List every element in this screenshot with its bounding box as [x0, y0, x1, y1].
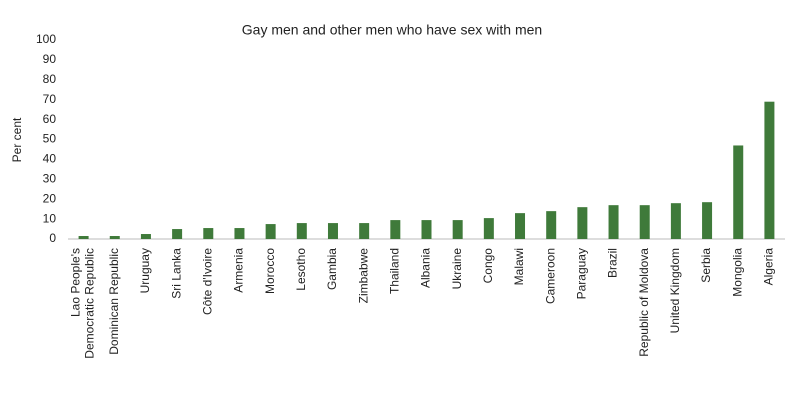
x-tick-label: Albania [419, 248, 433, 288]
bar [483, 218, 494, 239]
x-tick-label: Armenia [232, 248, 246, 293]
x-tick-label: Mongolia [730, 248, 744, 297]
y-tick-label: 70 [43, 92, 57, 106]
bar [733, 145, 744, 239]
bar [764, 101, 775, 239]
x-tick-label: Cameroon [543, 248, 557, 304]
x-tick-label: Republic of Moldova [637, 248, 651, 357]
bar [359, 223, 370, 239]
bar [515, 213, 526, 239]
y-tick-label: 90 [43, 52, 57, 66]
x-tick-label: Serbia [699, 248, 713, 283]
x-tick-label: Ukraine [450, 248, 464, 290]
x-tick-label: Sri Lanka [169, 248, 183, 299]
bar [390, 220, 401, 239]
bar [639, 205, 650, 239]
y-tick-label: 60 [43, 112, 57, 126]
x-tick-label: Côte d'Ivoire [200, 248, 214, 315]
bar [296, 223, 307, 239]
x-tick-label: Zimbabwe [356, 248, 370, 304]
bar [421, 220, 432, 239]
bar [327, 223, 338, 239]
x-tick-label: Morocco [263, 248, 277, 294]
bar [78, 236, 89, 239]
bar [172, 229, 183, 239]
bar [452, 220, 463, 239]
y-tick-label: 20 [43, 191, 57, 205]
chart-title: Gay men and other men who have sex with … [242, 22, 542, 38]
x-tick-label: Uruguay [138, 248, 152, 293]
y-tick-label: 50 [43, 132, 57, 146]
bar [265, 224, 276, 239]
bar [140, 234, 151, 239]
y-tick-label: 100 [36, 32, 56, 46]
x-tick-label: Malawi [512, 248, 526, 285]
bar [670, 203, 681, 239]
x-tick-label: Dominican Republic [107, 248, 121, 355]
bar [702, 202, 713, 239]
x-tick-label: Lao People'sDemocratic Republic [69, 248, 97, 359]
x-tick-label: Gambia [325, 248, 339, 290]
x-tick-label: Congo [481, 248, 495, 284]
bar [577, 207, 588, 239]
x-tick-label: Brazil [606, 248, 620, 278]
y-tick-label: 40 [43, 152, 57, 166]
y-tick-label: 80 [43, 72, 57, 86]
x-tick-label: Thailand [387, 248, 401, 294]
y-axis-label: Per cent [10, 117, 24, 162]
x-tick-label: Paraguay [575, 248, 589, 299]
y-tick-label: 0 [49, 231, 56, 245]
bar [109, 236, 120, 239]
bar [546, 211, 557, 239]
x-tick-label: Algeria [762, 248, 776, 286]
y-tick-label: 30 [43, 171, 57, 185]
bar [234, 228, 245, 239]
x-tick-label: United Kingdom [668, 248, 682, 333]
bar [608, 205, 619, 239]
x-tick-label: Lesotho [294, 248, 308, 291]
bar [203, 228, 214, 239]
y-tick-label: 10 [43, 211, 57, 225]
